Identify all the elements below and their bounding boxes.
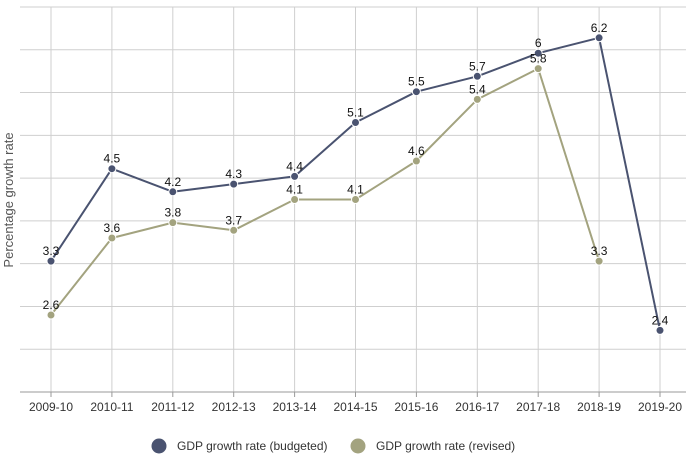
x-axis: 2009-10 2010-11 2011-12 2012-13 2013-14 2014-… bbox=[20, 391, 686, 414]
data-label-revised: 3.3 bbox=[591, 244, 608, 258]
data-point-revised[interactable] bbox=[411, 156, 421, 166]
data-point-budgeted[interactable] bbox=[533, 48, 543, 58]
legend-item-revised[interactable]: GDP growth rate (revised) bbox=[350, 438, 516, 454]
data-point-revised[interactable] bbox=[594, 256, 604, 266]
data-label-budgeted: 4.4 bbox=[286, 159, 303, 173]
data-label-budgeted: 6.2 bbox=[591, 21, 608, 35]
data-point-budgeted[interactable] bbox=[472, 71, 482, 81]
data-label-revised: 5.4 bbox=[469, 82, 486, 96]
x-tick-label: 2017-18 bbox=[516, 400, 560, 414]
legend-marker bbox=[151, 438, 167, 454]
x-tick-label: 2015-16 bbox=[394, 400, 438, 414]
data-point-revised[interactable] bbox=[351, 195, 360, 204]
data-label-budgeted: 5.7 bbox=[469, 59, 486, 73]
data-point-budgeted[interactable] bbox=[655, 325, 665, 335]
data-label-budgeted: 4.5 bbox=[104, 152, 121, 166]
data-label-revised: 3.7 bbox=[225, 213, 242, 227]
data-point-revised[interactable] bbox=[107, 233, 117, 243]
data-point-budgeted[interactable] bbox=[351, 118, 360, 127]
data-point-revised[interactable] bbox=[533, 64, 543, 74]
data-label-revised: 4.1 bbox=[347, 183, 364, 197]
data-point-revised[interactable] bbox=[472, 94, 482, 104]
x-tick-label: 2014-15 bbox=[333, 400, 377, 414]
data-point-revised[interactable] bbox=[168, 218, 178, 228]
data-label-budgeted: 4.2 bbox=[164, 175, 181, 189]
data-point-budgeted[interactable] bbox=[411, 87, 421, 97]
series-line-revised bbox=[50, 67, 601, 316]
data-point-revised[interactable] bbox=[229, 225, 239, 235]
x-tick-label: 2011-12 bbox=[151, 400, 194, 414]
legend-marker bbox=[350, 438, 366, 454]
series-points bbox=[46, 33, 665, 335]
data-point-budgeted[interactable] bbox=[594, 33, 604, 43]
data-point-budgeted[interactable] bbox=[290, 171, 300, 181]
legend-label: GDP growth rate (revised) bbox=[376, 439, 515, 453]
y-axis-title: Percentage growth rate bbox=[1, 132, 16, 267]
legend-item-budgeted[interactable]: GDP growth rate (budgeted) bbox=[151, 438, 328, 454]
data-label-revised: 3.8 bbox=[164, 206, 181, 220]
legend-label: GDP growth rate (budgeted) bbox=[177, 439, 328, 453]
x-tick-label: 2018-19 bbox=[577, 400, 621, 414]
data-label-budgeted: 3.3 bbox=[43, 244, 60, 258]
data-label-budgeted: 5.5 bbox=[408, 75, 425, 89]
x-tick-label: 2009-10 bbox=[29, 400, 73, 414]
data-label-budgeted: 5.1 bbox=[347, 106, 364, 120]
x-tick-label: 2013-14 bbox=[273, 400, 317, 414]
data-point-budgeted[interactable] bbox=[46, 256, 56, 266]
x-tick-label: 2010-11 bbox=[90, 400, 133, 414]
data-label-budgeted: 2.4 bbox=[652, 313, 669, 327]
data-label-revised: 4.1 bbox=[286, 183, 303, 197]
data-point-revised[interactable] bbox=[290, 195, 300, 204]
data-label-revised: 3.6 bbox=[104, 221, 121, 235]
data-point-budgeted[interactable] bbox=[229, 179, 239, 189]
data-point-revised[interactable] bbox=[46, 310, 56, 320]
x-tick-label: 2012-13 bbox=[212, 400, 256, 414]
data-labels: 3.3 4.5 4.2 4.3 4.4 5.1 5.5 5.7 6 6.2 2.4 2.6 3.6 3.8… bbox=[43, 21, 669, 328]
data-point-budgeted[interactable] bbox=[107, 164, 117, 174]
data-label-revised: 4.6 bbox=[408, 144, 425, 158]
data-label-revised: 2.6 bbox=[43, 298, 60, 312]
x-tick-label: 2019-20 bbox=[638, 400, 682, 414]
legend: GDP growth rate (budgeted) GDP growth rat… bbox=[151, 438, 516, 454]
data-label-revised: 5.8 bbox=[530, 52, 547, 66]
data-label-budgeted: 6 bbox=[535, 36, 542, 50]
data-point-budgeted[interactable] bbox=[168, 187, 178, 197]
x-tick-label: 2016-17 bbox=[455, 400, 499, 414]
data-label-budgeted: 4.3 bbox=[225, 167, 242, 181]
